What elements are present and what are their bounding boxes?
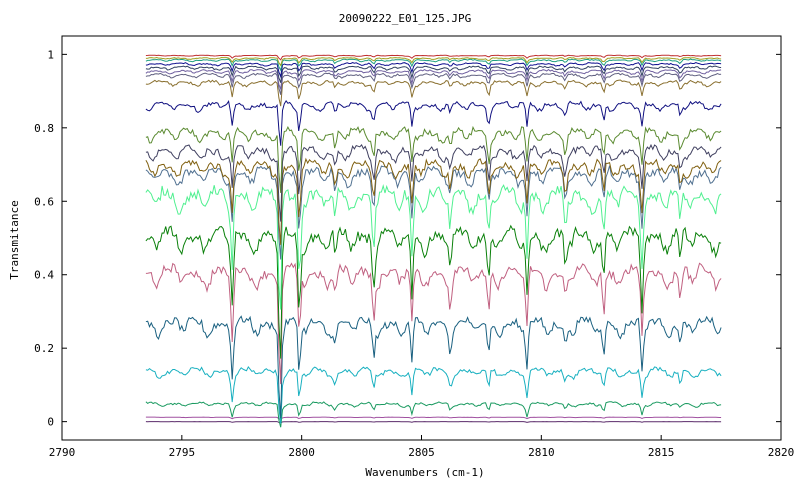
series-line: [145, 421, 722, 424]
series-line: [145, 62, 722, 79]
x-axis-label: Wavenumbers (cm-1): [365, 466, 484, 479]
y-tick-label: 0: [47, 416, 54, 429]
series-line: [145, 224, 722, 359]
y-tick-label: 0.8: [34, 122, 54, 135]
series-line: [145, 72, 722, 95]
series-line: [145, 125, 722, 193]
series-layer: [145, 54, 722, 428]
series-line: [145, 165, 722, 260]
x-axis: 2790 2795 2800 2805 2810 2815 2820: [49, 435, 795, 459]
series-line: [145, 58, 722, 72]
x-tick-label: 2790: [49, 446, 76, 459]
series-line: [145, 401, 722, 428]
x-tick-label: 2805: [408, 446, 435, 459]
y-tick-label: 0.4: [34, 269, 54, 282]
y-tick-label: 1: [47, 48, 54, 61]
series-line: [145, 65, 722, 83]
series-line: [145, 315, 722, 419]
series-line: [145, 157, 722, 245]
series-line: [145, 365, 722, 424]
series-line: [145, 56, 722, 67]
series-line: [145, 99, 722, 146]
series-line: [145, 184, 722, 310]
y-tick-label: 0.6: [34, 195, 54, 208]
y-tick-label: 0.2: [34, 342, 54, 355]
x-tick-label: 2820: [768, 446, 795, 459]
x-tick-label: 2795: [169, 446, 196, 459]
series-line: [145, 416, 722, 420]
x-tick-label: 2815: [648, 446, 675, 459]
y-axis: 0 0.2 0.4 0.6 0.8 1: [34, 48, 781, 429]
x-tick-label: 2810: [528, 446, 555, 459]
series-line: [145, 79, 722, 107]
series-line: [145, 143, 722, 222]
series-line: [145, 68, 722, 91]
x-tick-label: 2800: [288, 446, 315, 459]
chart-title: 20090222_E01_125.JPG: [339, 12, 471, 25]
series-line: [145, 262, 722, 385]
y-axis-label: Transmitance: [8, 200, 21, 279]
series-line: [145, 54, 722, 61]
